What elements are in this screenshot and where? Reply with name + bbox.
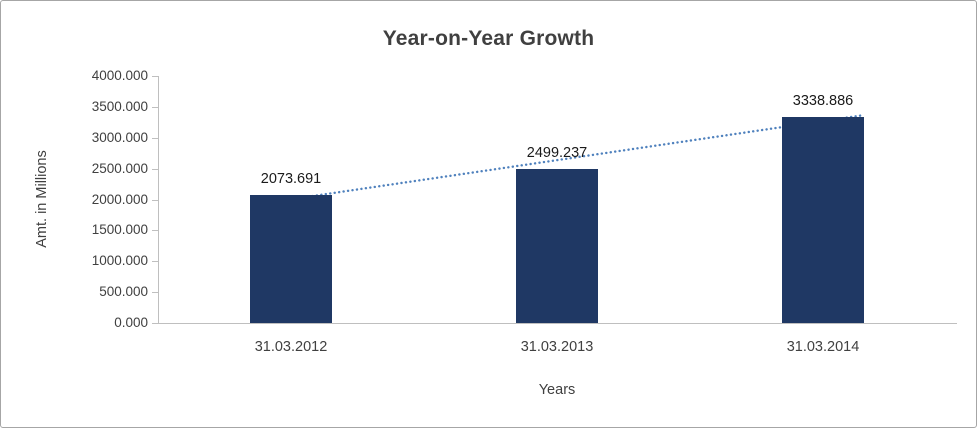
y-tick-label: 1000.000 [91, 253, 148, 269]
y-tick-mark [152, 323, 159, 324]
y-tick-mark [152, 230, 159, 232]
chart-title: Year-on-Year Growth [382, 27, 595, 50]
y-tick-label: 2500.000 [91, 160, 148, 176]
x-axis-line [152, 323, 957, 324]
bar-value-label: 2499.237 [526, 144, 588, 161]
y-tick-label: 2000.000 [91, 191, 148, 207]
y-tick-mark [152, 106, 159, 108]
bar-value-label: 2073.691 [260, 170, 322, 187]
y-tick-mark [152, 137, 159, 139]
y-tick-mark [152, 168, 159, 170]
y-tick-label: 4000.000 [91, 68, 148, 83]
y-tick-label: 1500.000 [91, 222, 148, 238]
y-tick-mark [152, 292, 159, 294]
x-tick-label: 31.03.2014 [786, 339, 860, 355]
bar-31.03.2012 [250, 194, 332, 323]
y-tick-label: 500.000 [99, 284, 148, 300]
bar-31.03.2013 [516, 168, 598, 323]
y-tick-label: 3000.000 [91, 129, 148, 145]
y-tick-label: 0.000 [114, 315, 148, 330]
y-tick-label: 3500.000 [91, 98, 148, 114]
x-axis-title: Years [538, 382, 576, 398]
y-tick-mark [152, 261, 159, 263]
y-tick-mark [152, 76, 159, 77]
bar-31.03.2014 [782, 116, 864, 323]
y-tick-mark [152, 199, 159, 201]
x-tick-label: 31.03.2012 [254, 339, 328, 355]
bar-value-label: 3338.886 [792, 92, 854, 109]
x-tick-label: 31.03.2013 [520, 339, 594, 355]
